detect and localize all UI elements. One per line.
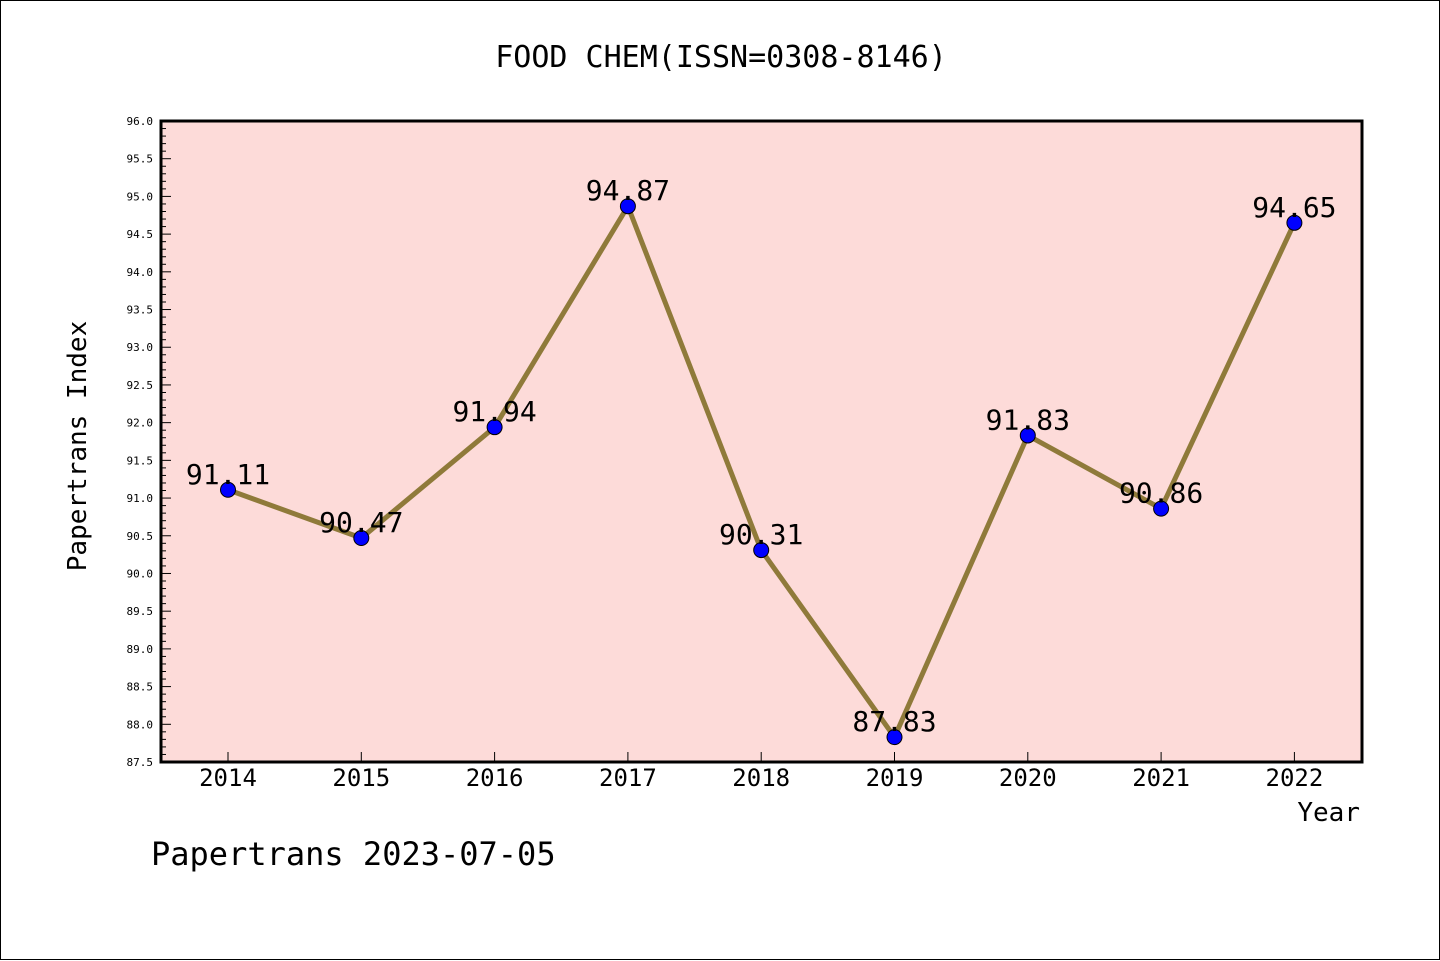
y-axis-label: Papertrans Index xyxy=(63,321,93,571)
data-label: 91.83 xyxy=(986,403,1070,436)
data-point xyxy=(353,530,370,547)
y-tick-label: 91.0 xyxy=(127,492,154,505)
x-tick-label: 2015 xyxy=(332,764,390,792)
footer-watermark: Papertrans 2023-07-05 xyxy=(151,835,556,873)
x-tick-label: 2018 xyxy=(732,764,790,792)
x-tick-label: 2020 xyxy=(999,764,1057,792)
y-tick-label: 96.0 xyxy=(127,115,154,128)
data-point xyxy=(886,729,903,746)
x-tick-label: 2019 xyxy=(866,764,924,792)
data-label: 90.47 xyxy=(319,506,403,539)
data-point xyxy=(1153,500,1170,517)
y-tick-label: 87.5 xyxy=(127,756,154,769)
y-tick-label: 89.5 xyxy=(127,605,154,618)
data-point xyxy=(1019,427,1036,444)
data-label: 90.86 xyxy=(1119,477,1203,510)
y-tick-label: 92.0 xyxy=(127,417,154,430)
y-tick-label: 92.5 xyxy=(127,379,154,392)
data-label: 94.87 xyxy=(586,174,670,207)
y-tick-label: 88.0 xyxy=(127,718,154,731)
y-tick-label: 95.5 xyxy=(127,153,154,166)
x-tick-label: 2017 xyxy=(599,764,657,792)
y-axis: 87.5 88.0 88.5 89.0 89.5 90.0 90.5 91.0 91.5 92.0… xyxy=(127,115,171,769)
x-tick-label: 2014 xyxy=(199,764,257,792)
x-tick-label: 2022 xyxy=(1266,764,1324,792)
y-tick-label: 95.0 xyxy=(127,190,154,203)
x-axis-label: Year xyxy=(1297,798,1360,828)
chart-title: FOOD CHEM(ISSN=0308-8146) xyxy=(495,40,947,75)
y-tick-label: 93.0 xyxy=(127,341,154,354)
y-tick-label: 89.0 xyxy=(127,643,154,656)
data-point xyxy=(619,198,636,215)
y-tick-label: 94.5 xyxy=(127,228,154,241)
data-label: 90.31 xyxy=(719,518,803,551)
data-label: 91.94 xyxy=(452,395,536,428)
data-label: 87.83 xyxy=(852,705,936,738)
data-point xyxy=(486,419,503,436)
data-label: 91.11 xyxy=(186,458,270,491)
y-tick-label: 94.0 xyxy=(127,266,154,279)
y-tick-label: 93.5 xyxy=(127,304,154,317)
x-axis: 2014 2015 2016 2017 2018 2019 2020 2021 2022 xyxy=(199,752,1323,792)
data-point xyxy=(1286,214,1303,231)
y-tick-label: 90.5 xyxy=(127,530,154,543)
y-tick-label: 90.0 xyxy=(127,567,154,580)
data-point xyxy=(753,542,770,559)
data-labels: 91.11 90.47 91.94 94.87 90.31 87.83 91.83 90.86… xyxy=(186,174,1337,738)
data-label: 94.65 xyxy=(1252,191,1336,224)
x-tick-label: 2021 xyxy=(1132,764,1190,792)
y-tick-label: 91.5 xyxy=(127,454,154,467)
plot-area xyxy=(159,119,1364,764)
data-points xyxy=(220,198,1303,746)
x-tick-label: 2016 xyxy=(466,764,524,792)
data-point xyxy=(220,481,236,498)
y-tick-label: 88.5 xyxy=(127,681,154,694)
